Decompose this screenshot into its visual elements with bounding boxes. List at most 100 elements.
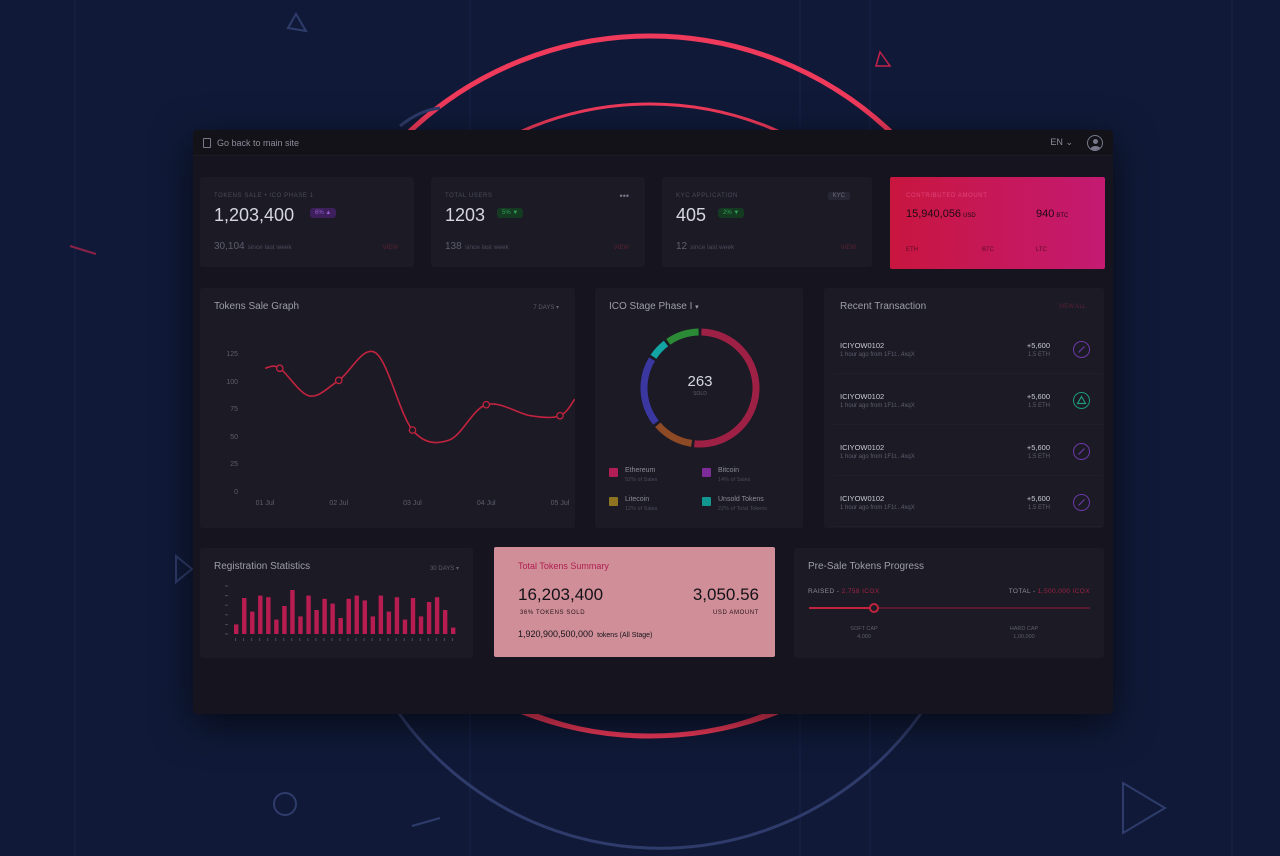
legend-label: Unsold Tokens bbox=[718, 496, 764, 503]
x-tick-label: 04 Jul bbox=[476, 500, 496, 507]
legend-swatch bbox=[609, 497, 618, 506]
stat-sub-label: since last week bbox=[690, 244, 735, 251]
registration-bar bbox=[386, 611, 392, 634]
transaction-row[interactable]: ICIYOW0102 1 hour ago from 1F1t...4xqX +5,… bbox=[834, 430, 1102, 476]
total-info: TOTAL - 1,500,000 ICOX bbox=[1009, 588, 1090, 595]
donut-center-value: 263 bbox=[687, 373, 713, 390]
sales-series-line bbox=[264, 350, 575, 444]
progress-track bbox=[809, 603, 1090, 613]
legend-sub: 12% of Sales bbox=[625, 506, 658, 512]
stat-label: TOKENS SALE • ICO PHASE 1 bbox=[214, 193, 314, 199]
stat-sub: 138 since last week bbox=[445, 241, 509, 252]
user-avatar-icon[interactable] bbox=[1087, 134, 1103, 151]
registration-bar-chart bbox=[225, 585, 456, 641]
registration-bar bbox=[250, 611, 255, 634]
registration-bar bbox=[298, 616, 303, 634]
tokens-sold-value: 16,203,400 bbox=[518, 585, 604, 604]
btc-label: BTC bbox=[982, 247, 994, 253]
usd-amount: 15,940,056 USD bbox=[906, 208, 976, 220]
registration-bar bbox=[346, 598, 351, 634]
dashboard-window: Go back to main site EN ⌄ TOKENS SALE • … bbox=[193, 130, 1113, 714]
ico-stage-card: ICO Stage Phase I ▾ 263 SOLD Ethereum 52%… bbox=[595, 288, 803, 528]
stat-sub-label: since last week bbox=[247, 244, 292, 251]
view-all-link[interactable]: VIEW ALL bbox=[1058, 304, 1086, 310]
amount-card-label: CONTRIBUTED AMOUNT bbox=[906, 193, 988, 199]
card-title: Pre-Sale Tokens Progress bbox=[808, 561, 924, 572]
language-selector[interactable]: EN ⌄ bbox=[1050, 137, 1073, 148]
eth-label: ETH bbox=[906, 247, 918, 253]
stat-change-badge: 2% ▼ bbox=[718, 208, 745, 218]
transaction-row[interactable]: ICIYOW0102 1 hour ago from 1F1t...4xqX +5,… bbox=[834, 481, 1102, 527]
x-tick-label: 05 Jul bbox=[550, 500, 570, 507]
transaction-row[interactable]: ICIYOW0102 1 hour ago from 1F1t...4xqX +5,… bbox=[834, 328, 1102, 374]
range-dropdown[interactable]: 7 DAYS ▾ bbox=[533, 305, 559, 311]
recent-transactions-card: Recent Transaction VIEW ALL ICIYOW0102 1 … bbox=[824, 288, 1104, 528]
usd-amount-value: 15,940,056 bbox=[906, 208, 962, 220]
total-tokens: 1,920,900,500,000 tokens (All Stage) bbox=[518, 629, 652, 639]
sales-point bbox=[334, 376, 343, 385]
hard-cap-label: HARD CAP bbox=[1009, 626, 1039, 632]
top-bar: Go back to main site EN ⌄ bbox=[193, 130, 1113, 156]
registration-bar bbox=[234, 624, 239, 634]
progress-fill bbox=[809, 607, 874, 609]
y-tick-label: 50 bbox=[230, 433, 238, 441]
card-title: Registration Statistics bbox=[214, 561, 311, 572]
registration-bar bbox=[354, 595, 359, 634]
registration-bar bbox=[442, 610, 448, 634]
transaction-id: ICIYOW0102 bbox=[840, 443, 885, 452]
registration-bar bbox=[410, 598, 416, 634]
kyc-tag: KYC bbox=[827, 192, 850, 200]
stat-value: 1203 bbox=[445, 205, 486, 225]
transaction-id: ICIYOW0102 bbox=[840, 392, 885, 401]
registration-bar bbox=[434, 597, 440, 634]
legend-swatch bbox=[702, 497, 711, 506]
progress-handle[interactable] bbox=[868, 603, 879, 613]
stat-view-link[interactable]: VIEW bbox=[840, 245, 856, 251]
raised-label: RAISED - bbox=[808, 588, 840, 595]
back-to-site-link[interactable]: Go back to main site bbox=[203, 137, 299, 148]
contributed-amount-card: CONTRIBUTED AMOUNT 15,940,056 USD 940 BTC … bbox=[890, 177, 1105, 269]
transaction-amount: +5,600 bbox=[1026, 443, 1050, 452]
registration-bar bbox=[450, 627, 456, 634]
y-tick-label: 125 bbox=[226, 351, 238, 358]
sales-point bbox=[275, 364, 284, 373]
stat-view-link[interactable]: VIEW bbox=[382, 245, 398, 251]
check-icon bbox=[1073, 341, 1090, 358]
sales-point bbox=[556, 411, 564, 420]
ico-donut-chart bbox=[640, 328, 760, 448]
kyc-application-stat-card: KYC APPLICATION 405 2% ▼ KYC 12 since las… bbox=[662, 177, 872, 267]
sales-line-chart bbox=[264, 350, 575, 444]
legend-label: Bitcoin bbox=[718, 467, 740, 474]
hard-cap: HARD CAP 1,00,000 bbox=[994, 625, 1054, 641]
legend-swatch bbox=[609, 468, 618, 477]
registration-bar bbox=[314, 610, 319, 634]
sales-point bbox=[408, 426, 417, 434]
soft-cap-label: SOFT CAP bbox=[850, 626, 878, 632]
donut-slice bbox=[666, 328, 699, 345]
legend-label: Litecoin bbox=[625, 496, 650, 503]
raised-info: RAISED - 2,758 ICOX bbox=[808, 588, 880, 595]
registration-bar bbox=[402, 619, 408, 634]
transaction-amount: +5,600 bbox=[1026, 392, 1050, 401]
total-label: TOTAL - bbox=[1008, 588, 1036, 595]
registration-bar bbox=[306, 595, 311, 634]
total-tokens-note: tokens (All Stage) bbox=[597, 632, 653, 639]
registration-bar bbox=[362, 600, 367, 634]
registration-bar bbox=[290, 590, 295, 634]
registration-bar bbox=[258, 595, 263, 634]
donut-slice bbox=[650, 340, 669, 359]
registration-bar bbox=[242, 598, 247, 634]
range-dropdown[interactable]: 30 DAYS ▾ bbox=[430, 566, 459, 572]
chevron-down-icon[interactable]: ▾ bbox=[695, 304, 699, 311]
presale-progress-card: Pre-Sale Tokens Progress RAISED - 2,758 … bbox=[794, 548, 1104, 658]
registration-bar bbox=[338, 618, 343, 634]
stat-sub: 30,104 since last week bbox=[214, 241, 292, 252]
transaction-amount: +5,600 bbox=[1026, 494, 1050, 503]
more-options-icon[interactable]: ••• bbox=[619, 191, 629, 201]
total-value: 1,500,000 ICOX bbox=[1037, 588, 1090, 595]
stat-view-link[interactable]: VIEW bbox=[613, 245, 629, 251]
btc-unit: BTC bbox=[1056, 213, 1069, 219]
transaction-row[interactable]: ICIYOW0102 1 hour ago from 1F1t...4xqX +5,… bbox=[834, 379, 1102, 425]
language-label: EN bbox=[1050, 137, 1063, 147]
stat-label: KYC APPLICATION bbox=[676, 193, 738, 199]
